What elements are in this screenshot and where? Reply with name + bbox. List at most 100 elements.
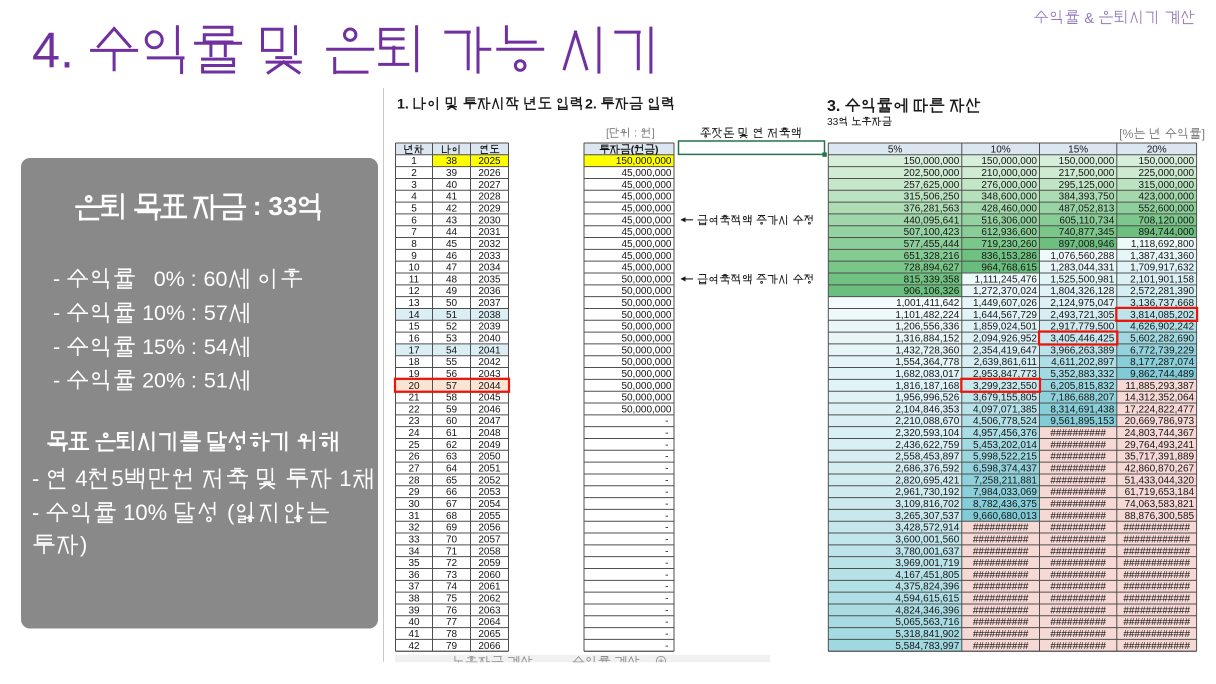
svg-text:2043: 2043 [478,369,501,380]
svg-text:23: 23 [408,416,420,427]
svg-text:2,917,779,500: 2,917,779,500 [1050,322,1114,333]
svg-text:2.: 2. [585,97,597,113]
svg-text:50: 50 [446,298,458,309]
svg-text:-: - [665,546,668,557]
svg-text:5: 5 [111,466,123,491]
svg-text:2: 2 [411,168,417,179]
svg-text:3.: 3. [827,98,840,115]
svg-text:2,354,419,647: 2,354,419,647 [973,345,1037,356]
svg-text:-: - [665,641,668,652]
svg-text:257,625,000: 257,625,000 [904,180,960,191]
svg-text:2,558,453,897: 2,558,453,897 [895,452,959,463]
svg-text:32: 32 [408,523,420,534]
svg-text:1,001,411,642: 1,001,411,642 [896,298,960,309]
svg-text:2,124,975,047: 2,124,975,047 [1050,298,1114,309]
svg-text:11,885,293,387: 11,885,293,387 [1125,381,1194,392]
svg-text:69: 69 [446,523,458,534]
svg-text:4,594,615,615: 4,594,615,615 [895,594,959,605]
svg-text:(: ( [631,145,635,156]
svg-text:##########: ########## [1050,452,1106,463]
svg-text:50,000,000: 50,000,000 [621,393,671,404]
svg-text:##########: ########## [973,546,1029,557]
svg-text:2042: 2042 [478,357,501,368]
svg-text:740,877,345: 740,877,345 [1059,227,1115,238]
svg-text:##########: ########## [973,523,1029,534]
svg-text:57: 57 [204,301,228,325]
svg-text:]: ] [1202,127,1205,141]
svg-text:1,387,431,360: 1,387,431,360 [1130,251,1194,262]
svg-text:##########: ########## [1050,511,1106,522]
svg-text:507,100,423: 507,100,423 [904,227,960,238]
svg-text:33: 33 [268,191,297,221]
svg-text:1,525,500,981: 1,525,500,981 [1050,274,1114,285]
svg-text:13: 13 [408,298,420,309]
svg-text:[%: [% [1119,127,1133,141]
svg-text:295,125,000: 295,125,000 [1059,180,1115,191]
svg-text:52: 52 [446,322,458,333]
svg-text:61,719,653,184: 61,719,653,184 [1125,487,1195,498]
svg-text:9: 9 [411,251,417,262]
svg-text:34: 34 [408,546,420,557]
svg-text:3,136,737,668: 3,136,737,668 [1130,298,1194,309]
svg-text:74: 74 [446,582,458,593]
svg-text:906,106,326: 906,106,326 [904,286,960,297]
svg-text:7,186,688,207: 7,186,688,207 [1050,393,1114,404]
svg-text:3,299,232,550: 3,299,232,550 [973,381,1037,392]
svg-text:2046: 2046 [478,404,501,415]
svg-text:423,000,000: 423,000,000 [1138,192,1194,203]
svg-text:1,101,482,224: 1,101,482,224 [895,310,959,321]
svg-text:62: 62 [446,440,458,451]
svg-text:75: 75 [446,594,458,605]
svg-text:42,860,870,267: 42,860,870,267 [1125,464,1195,475]
svg-text:14,312,352,064: 14,312,352,064 [1125,393,1195,404]
svg-text:719,230,260: 719,230,260 [981,239,1037,250]
svg-text:2036: 2036 [478,286,501,297]
svg-text:##########: ########## [1050,546,1106,557]
svg-text:2,953,847,773: 2,953,847,773 [973,369,1037,380]
svg-text:-: - [53,335,60,359]
svg-text:64: 64 [446,464,458,475]
svg-text:[: [ [606,128,609,140]
svg-text:56: 56 [446,369,458,380]
svg-text:-: - [665,452,668,463]
svg-text:1,449,607,026: 1,449,607,026 [973,298,1037,309]
svg-text:2038: 2038 [478,310,501,321]
svg-text:39: 39 [408,605,420,616]
svg-text:8: 8 [411,239,417,250]
svg-text:894,744,000: 894,744,000 [1138,227,1194,238]
svg-text:3,600,001,560: 3,600,001,560 [895,534,959,545]
svg-text:##########: ########## [1050,570,1106,581]
svg-text:2040: 2040 [478,334,501,345]
svg-text:(: ( [227,500,235,525]
svg-text:9,660,680,013: 9,660,680,013 [973,511,1037,522]
svg-text:##########: ########## [1050,499,1106,510]
svg-text:3,679,155,805: 3,679,155,805 [973,393,1037,404]
svg-text:54: 54 [446,345,458,356]
svg-text:225,000,000: 225,000,000 [1138,168,1194,179]
svg-text:2,820,695,421: 2,820,695,421 [895,475,959,486]
svg-text:59: 59 [446,404,458,415]
svg-text:2,094,926,952: 2,094,926,952 [973,334,1037,345]
svg-text:##########: ########## [973,594,1029,605]
svg-text:76: 76 [446,605,458,616]
svg-text:74,063,583,821: 74,063,583,821 [1125,499,1195,510]
svg-text:42: 42 [408,641,420,652]
svg-text:2026: 2026 [478,168,501,179]
svg-text:45,000,000: 45,000,000 [621,215,671,226]
svg-text:2054: 2054 [478,499,501,510]
svg-text::: : [191,267,197,291]
svg-text:8,177,287,074: 8,177,287,074 [1130,357,1194,368]
svg-text:40: 40 [446,180,458,191]
svg-text:##########: ########## [1050,487,1106,498]
svg-text:-: - [665,594,668,605]
svg-text:2039: 2039 [478,322,501,333]
svg-text:45,000,000: 45,000,000 [621,180,671,191]
svg-text:428,460,000: 428,460,000 [981,203,1037,214]
svg-text:37: 37 [408,582,420,593]
svg-text:1,316,884,152: 1,316,884,152 [895,334,959,345]
svg-text:79: 79 [446,641,458,652]
svg-text:61: 61 [446,428,458,439]
svg-text:4: 4 [75,466,87,491]
svg-text:-: - [53,368,60,392]
svg-text:217,500,000: 217,500,000 [1059,168,1115,179]
